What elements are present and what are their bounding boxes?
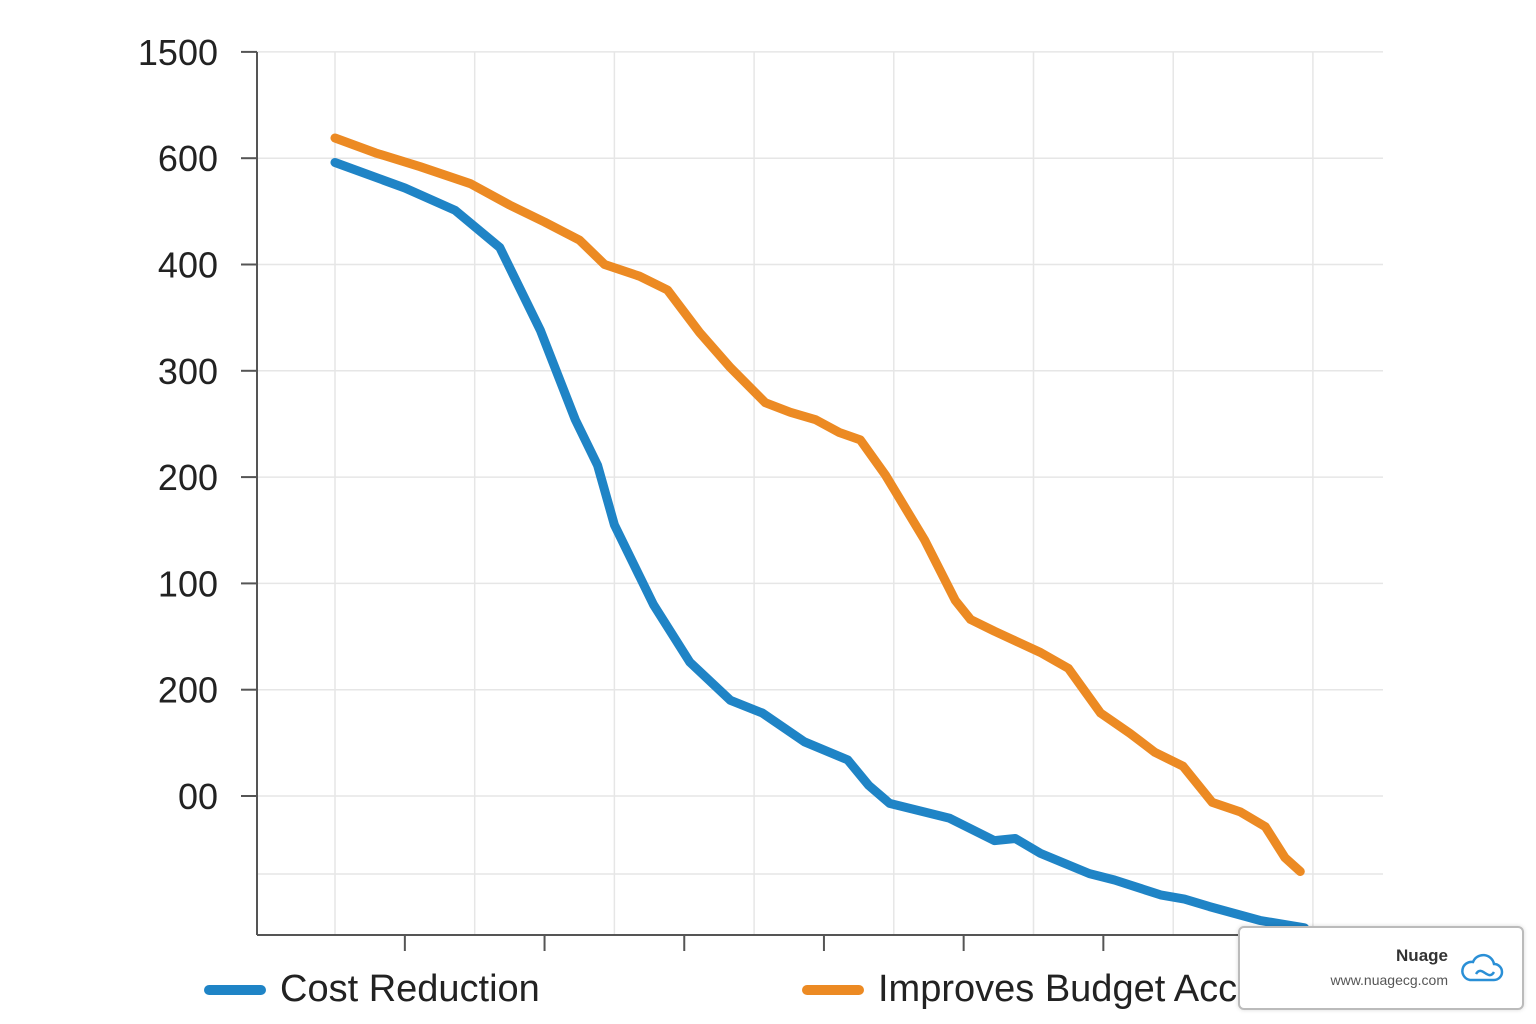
y-tick-label: 600 xyxy=(158,138,218,179)
y-tick-label: 400 xyxy=(158,245,218,286)
y-tick-label: 200 xyxy=(158,457,218,498)
y-tick-label: 1500 xyxy=(138,32,218,73)
y-tick-label: 300 xyxy=(158,351,218,392)
series-line-cost-reduction xyxy=(330,158,1309,933)
legend-item-cost-reduction: Cost Reduction xyxy=(204,968,540,1011)
legend-label: Cost Reduction xyxy=(280,968,540,1010)
watermark-url: www.nuagecg.com xyxy=(1330,972,1448,988)
cloud-icon xyxy=(1461,953,1504,982)
y-tick-label: 200 xyxy=(158,670,218,711)
y-tick-label: 100 xyxy=(158,563,218,604)
legend-swatch xyxy=(204,984,266,995)
watermark: Nuage www.nuagecg.com xyxy=(1238,926,1524,1010)
y-tick-label: 00 xyxy=(178,776,218,817)
legend-swatch xyxy=(802,984,864,995)
series-line-improves-budget-accuracy xyxy=(330,133,1305,876)
watermark-brand: Nuage xyxy=(1396,946,1448,965)
